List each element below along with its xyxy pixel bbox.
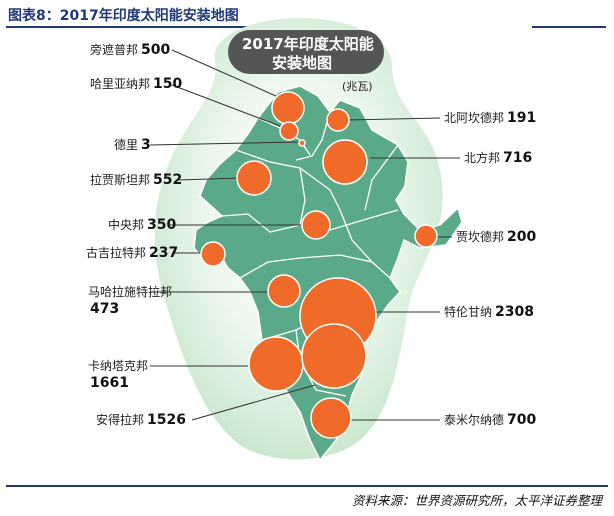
state-name: 北阿坎德邦 <box>444 111 505 125</box>
leader-lines <box>149 49 460 421</box>
state-value: 191 <box>507 110 537 126</box>
state-name: 古吉拉特邦 <box>86 246 147 260</box>
state-value: 552 <box>153 172 183 188</box>
label-uttar-pradesh: 北方邦 716 <box>464 151 532 165</box>
state-value: 1526 <box>147 412 186 428</box>
label-madhya-pradesh: 中央邦 350 <box>108 218 176 232</box>
state-name: 哈里亚纳邦 <box>90 77 151 91</box>
label-rajasthan: 拉贾斯坦邦 552 <box>90 173 182 187</box>
value-karnataka: 1661 <box>90 375 129 391</box>
state-value: 716 <box>503 150 533 166</box>
bubble-maharashtra <box>267 274 301 308</box>
state-value: 500 <box>141 42 171 58</box>
state-name: 贾坎德邦 <box>456 230 505 244</box>
state-value: 2308 <box>495 304 534 320</box>
state-name: 旁遮普邦 <box>90 43 139 57</box>
header-rule <box>6 26 284 28</box>
figure-title: 图表8：2017年印度太阳能安装地图 <box>8 8 239 24</box>
state-name: 马哈拉施特拉邦 <box>88 285 173 299</box>
bubble-haryana <box>279 121 299 141</box>
source-note: 资料来源：世界资源研究所，太平洋证券整理 <box>351 493 602 508</box>
state-name: 德里 <box>114 138 139 152</box>
label-andhra-pradesh: 安得拉邦 1526 <box>96 413 186 427</box>
label-haryana: 哈里亚纳邦 150 <box>90 77 182 91</box>
state-value: 350 <box>147 217 177 233</box>
state-name: 安得拉邦 <box>96 413 145 427</box>
bubble-punjab <box>271 91 305 125</box>
state-value: 200 <box>507 229 537 245</box>
state-name: 中央邦 <box>108 218 145 232</box>
bubble-madhya-pradesh <box>301 210 331 240</box>
state-name: 特伦甘纳 <box>444 305 493 319</box>
map-title-line2: 安装地图 <box>272 54 333 72</box>
state-name: 北方邦 <box>464 151 501 165</box>
bubble-rajasthan <box>236 160 272 196</box>
label-tamil-nadu: 泰米尔纳德 700 <box>444 413 536 427</box>
bubble-tamil-nadu <box>310 397 352 439</box>
bubble-jharkhand <box>414 224 438 248</box>
state-name: 卡纳塔克邦 <box>88 359 149 373</box>
header-rule-right <box>532 26 606 28</box>
bubble-delhi <box>298 139 306 147</box>
label-punjab: 旁遮普邦 500 <box>90 43 170 57</box>
label-delhi: 德里 3 <box>114 138 151 152</box>
value-maharashtra: 473 <box>90 301 120 317</box>
map-title-box <box>228 30 384 74</box>
label-telangana: 特伦甘纳 2308 <box>444 305 534 319</box>
bubble-gujarat <box>200 241 226 267</box>
bubble-karnataka <box>248 336 304 392</box>
state-value: 150 <box>153 76 183 92</box>
state-value: 237 <box>149 245 179 261</box>
bubble-andhra-overlay <box>301 323 367 389</box>
state-value: 3 <box>141 137 151 153</box>
map-title-line1: 2017年印度太阳能 <box>242 35 374 53</box>
state-value: 700 <box>507 412 537 428</box>
label-jharkhand: 贾坎德邦 200 <box>456 230 536 244</box>
state-name: 泰米尔纳德 <box>444 413 505 427</box>
label-karnataka: 卡纳塔克邦 <box>88 359 148 373</box>
label-gujarat: 古吉拉特邦 237 <box>86 246 178 260</box>
footer-rule <box>6 485 608 487</box>
bubble-uttar-pradesh <box>322 139 368 185</box>
state-name: 拉贾斯坦邦 <box>90 173 151 187</box>
label-uttarakhand: 北阿坎德邦 191 <box>444 111 536 125</box>
label-maharashtra: 马哈拉施特拉邦 <box>88 285 172 299</box>
bubble-uttarakhand <box>326 108 350 132</box>
unit-label: (兆瓦) <box>342 80 373 93</box>
